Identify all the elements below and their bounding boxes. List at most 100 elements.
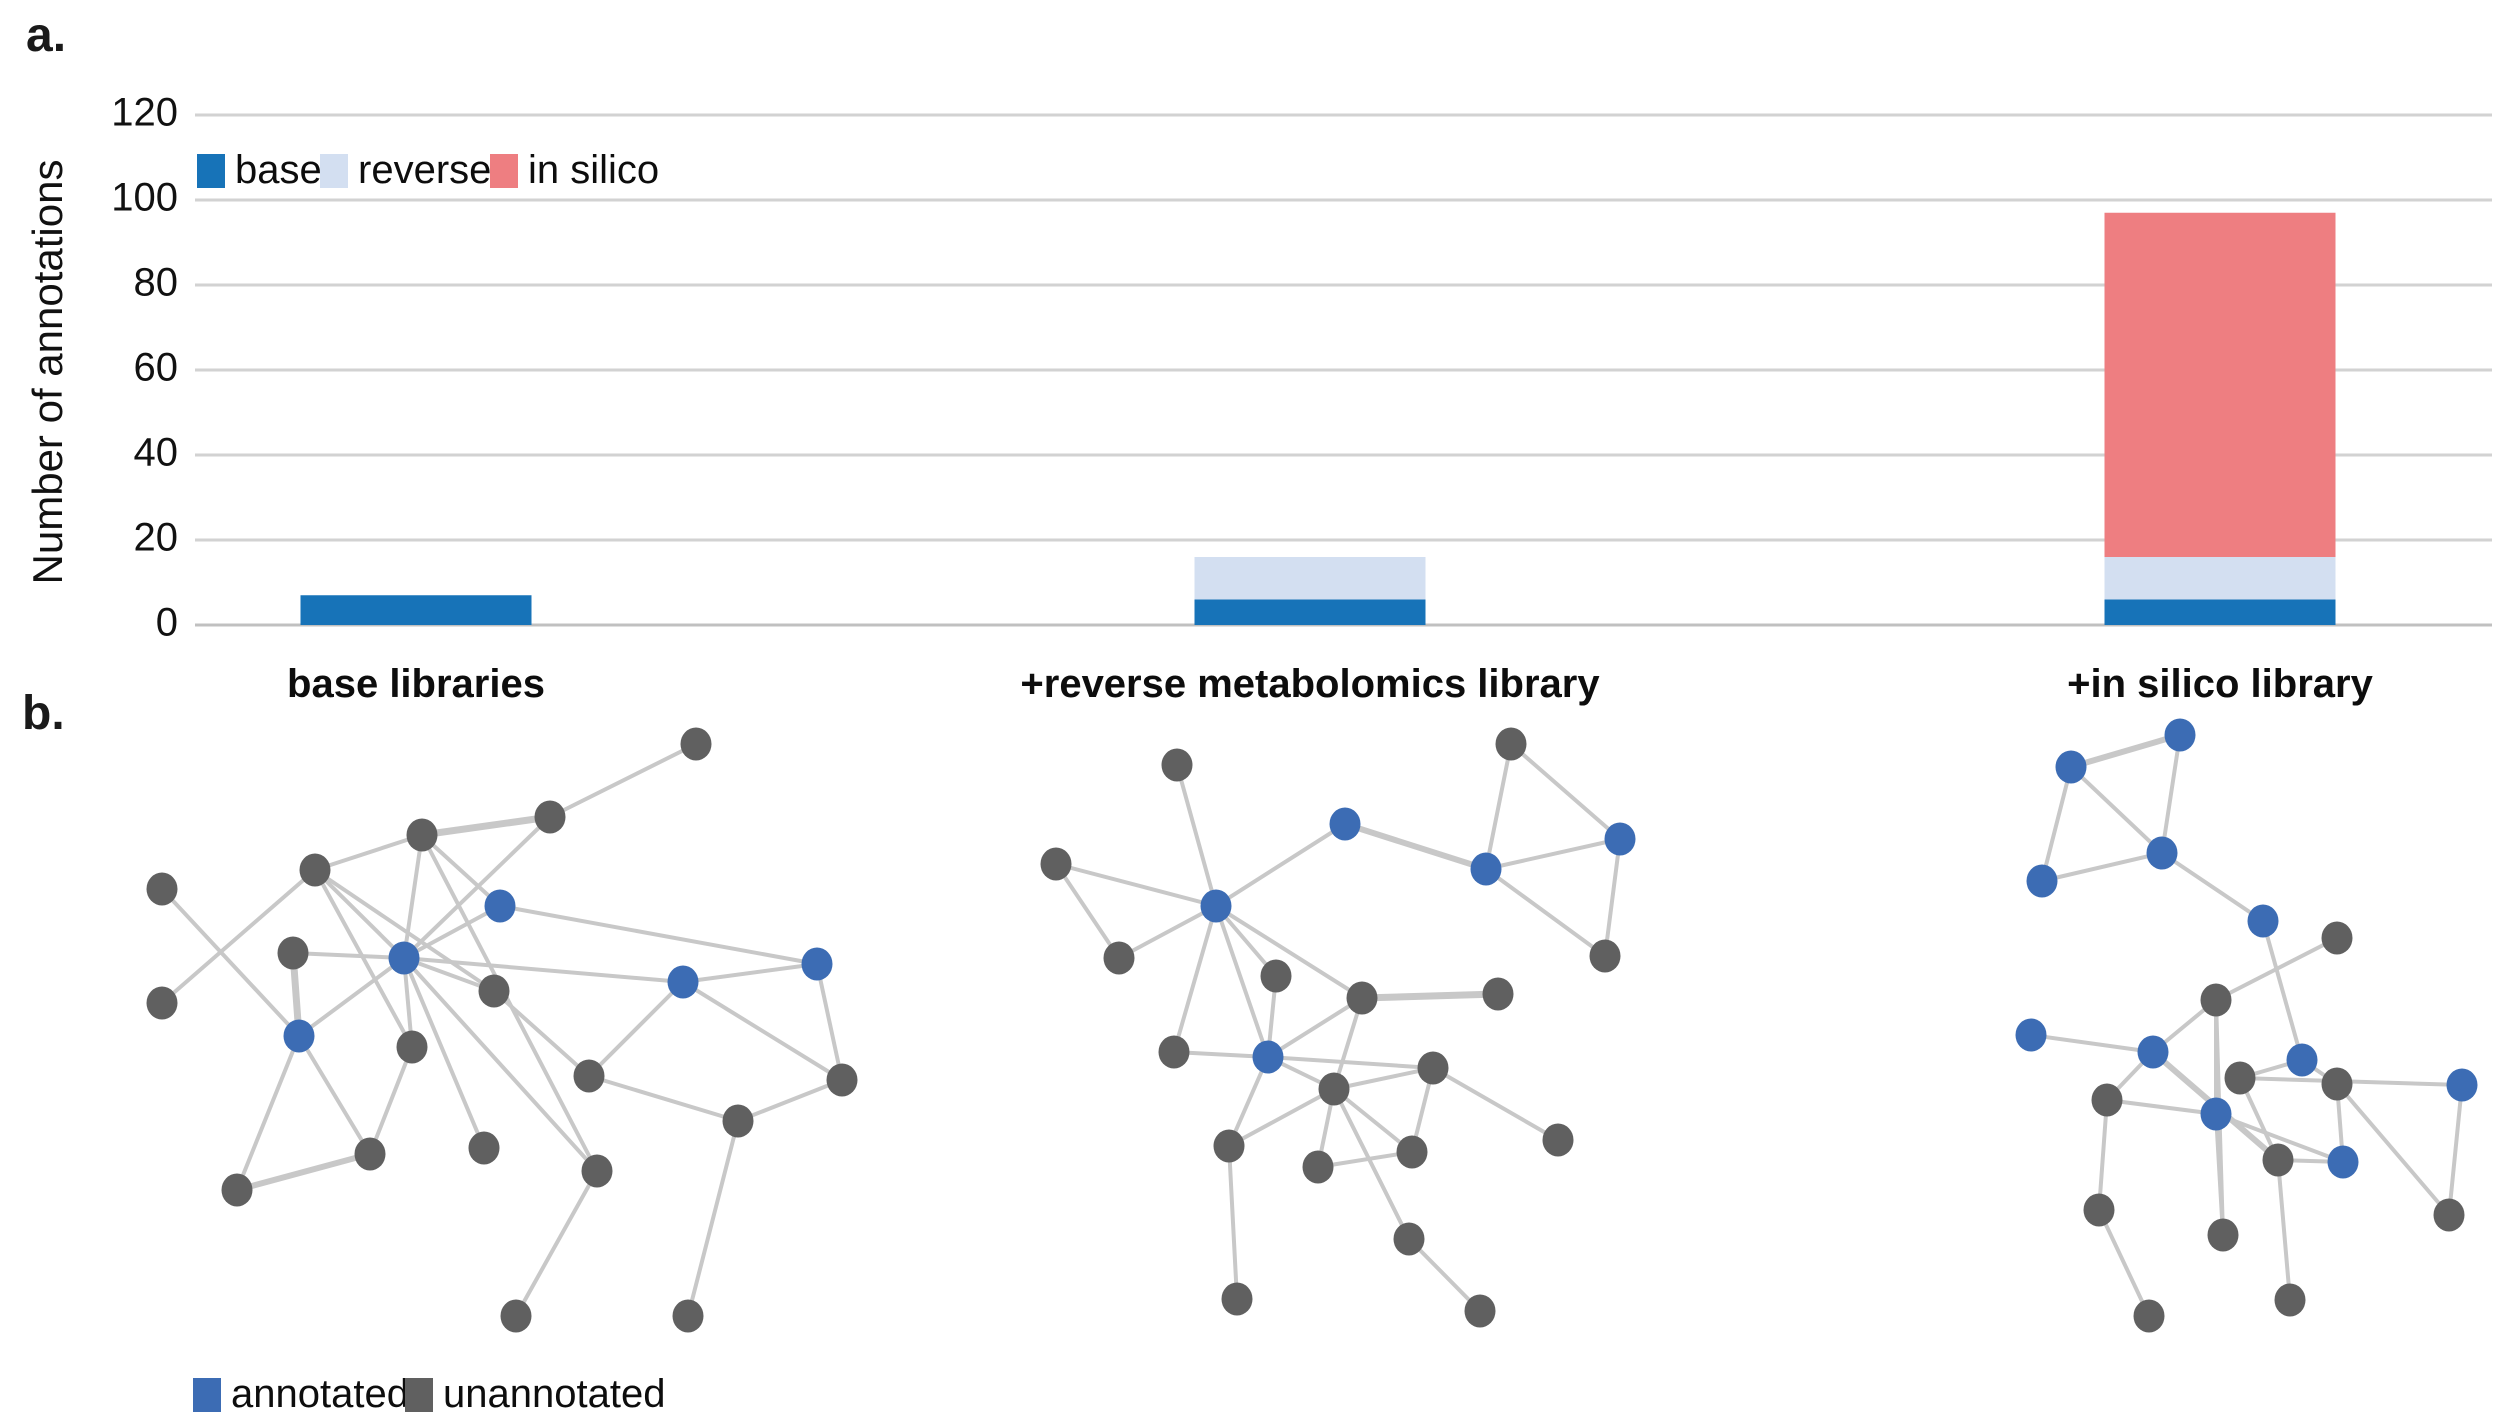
network-1-edge [291,951,406,960]
network-1-edge [402,956,496,993]
network-2-edge [1227,1087,1336,1148]
network-3-node-unannotated [2274,1283,2306,1317]
network-3-edge [2097,1098,2109,1212]
network-1-edge [514,1169,599,1318]
network-3-edge [2214,1112,2345,1164]
y-tick-label: 80 [133,260,179,305]
node-legend-swatch [193,1377,221,1412]
node-legend-label: annotated [231,1372,409,1416]
network-1-node-unannotated [221,1173,253,1207]
network-1-node-annotated [283,1019,315,1053]
network-2-node-unannotated [1302,1150,1334,1184]
network-1-node-unannotated [581,1154,613,1188]
network-2-edge [1484,867,1607,958]
network-2-edge [1172,904,1218,1054]
network-1-node-annotated [667,965,699,999]
bar-legend-swatch [197,153,225,188]
network-3-node-annotated [2327,1145,2359,1179]
network-1-edge [313,868,406,960]
network-3-node-annotated [2146,836,2178,870]
bar-segment-base [2104,599,2336,625]
network-2-edge [1214,904,1270,1059]
bar-legend-item: in silico [490,148,659,193]
network-2-node-unannotated [1221,1282,1253,1316]
network-2-node-annotated [1200,889,1232,923]
network-3-node-annotated [2015,1018,2047,1052]
network-3-edge [2335,1082,2451,1217]
bar-segment-reverse [1194,557,1426,600]
network-2-node-unannotated [1318,1072,1350,1106]
bar-legend-label: base [235,148,322,192]
network-3-edge [2068,732,2183,770]
network-2-edge [1172,1050,1270,1059]
network-3-edge [2214,936,2339,1002]
network-1-edge [402,956,486,1150]
network-3-node-annotated [2164,718,2196,752]
network-2-node-unannotated [1260,959,1292,993]
network-2-edge [1407,1237,1482,1313]
network-2-node-unannotated [1417,1051,1449,1085]
y-tick-label: 120 [111,90,178,135]
network-1-edge [420,833,502,908]
network-1-node-unannotated [573,1059,605,1093]
y-tick-label: 20 [133,515,179,560]
network-3-edge [2261,919,2304,1062]
network-3-node-unannotated [2262,1143,2294,1177]
network-3-node-annotated [2055,750,2087,784]
network-2-node-annotated [1252,1040,1284,1074]
network-2-edge [1342,821,1489,872]
network-2-edge [1054,862,1121,960]
network-1-edge [418,813,554,839]
bar-legend-swatch [490,153,518,188]
y-tick-label: 0 [155,600,178,645]
network-3-edge [2097,1208,2151,1318]
bar-segment-reverse [2104,557,2336,600]
network-3-node-unannotated [2433,1198,2465,1232]
network-1-edge [160,887,301,1038]
network-2-node-unannotated [1158,1035,1190,1069]
network-1-edge [234,1151,373,1193]
network-3-node-annotated [2026,864,2058,898]
network-1-edge [402,833,424,960]
bar-segment-base [1194,599,1426,625]
network-1-edge [313,868,414,1049]
bar-segment-base [300,595,532,625]
network-3-edge [2040,851,2164,883]
network-3-edge [2276,1158,2292,1302]
network-1-edge [368,1045,414,1156]
network-1-node-unannotated [277,936,309,970]
network-2-edge [1358,990,1502,1002]
network-3-node-unannotated [2200,983,2232,1017]
node-legend-item: annotated [193,1372,409,1417]
network-3-node-unannotated [2091,1083,2123,1117]
network-3-edge [2160,733,2182,855]
bar-legend-item: base [197,148,322,193]
network-1-edge [420,833,599,1173]
network-1-edge [402,904,502,960]
network-1-node-unannotated [534,800,566,834]
network-3-edge [2214,1112,2225,1237]
network-1-node-unannotated [146,872,178,906]
network-1-node-unannotated [146,986,178,1020]
network-3-edge [2040,765,2073,883]
node-legend-swatch [405,1377,433,1412]
category-label: +in silico library [2067,662,2373,706]
network-2-node-unannotated [1346,981,1378,1015]
network-2-edge [1484,742,1513,871]
network-2-edge [1175,763,1218,908]
network-1-edge [402,956,599,1173]
network-2-edge [1332,1087,1414,1154]
network-2-edge [1332,1087,1411,1241]
network-1-edge [297,956,406,1038]
node-legend-item: unannotated [405,1372,665,1417]
network-2-edge [1316,1150,1414,1169]
network-2-node-annotated [1329,807,1361,841]
network-1-edge [587,1074,740,1123]
network-1-node-unannotated [500,1299,532,1333]
network-2-edge [1484,837,1622,871]
network-1-edge [313,833,424,872]
network-3-edge [2160,851,2265,923]
network-3-node-unannotated [2083,1193,2115,1227]
network-3-node-annotated [2137,1035,2169,1069]
